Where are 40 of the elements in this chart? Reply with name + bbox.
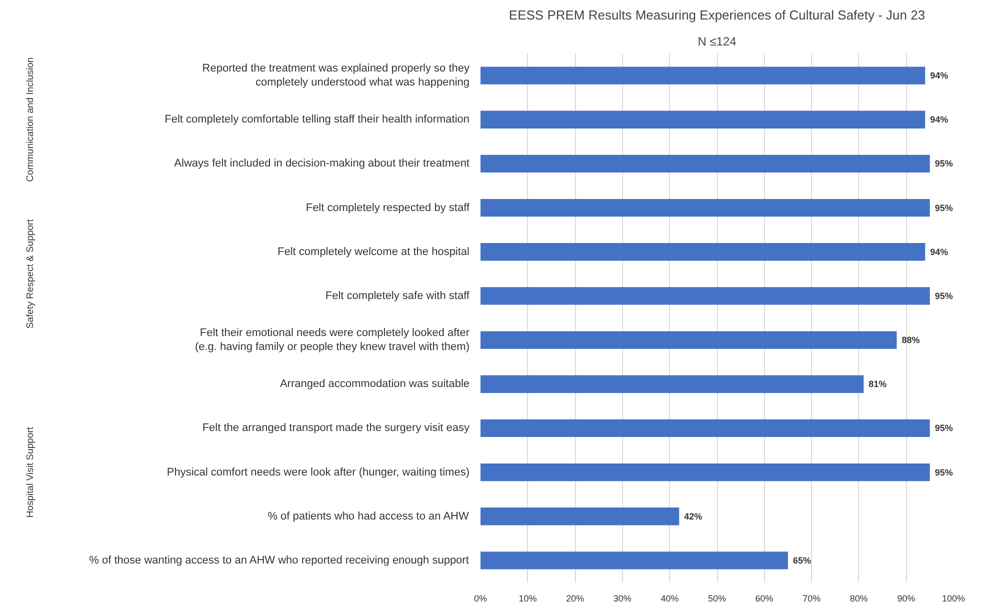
- data-label: 95%: [934, 290, 953, 301]
- y-tick-label: Felt their emotional needs were completely looked after (e.g. having family or people they knew travel with them): [194, 326, 470, 354]
- x-tick-label: 30%: [613, 594, 632, 604]
- data-label: 94%: [930, 114, 948, 125]
- data-label: 81%: [868, 379, 887, 390]
- x-tick-label: 10%: [518, 594, 537, 604]
- data-label: 95%: [934, 423, 953, 434]
- y-tick-label: Physical comfort needs were look after (hunger, waiting times): [166, 466, 470, 478]
- data-label: 65%: [792, 555, 811, 566]
- data-label: 95%: [934, 467, 953, 478]
- y-tick-label: Always felt included in decision-making about their treatment: [174, 158, 470, 170]
- text: Communication and Inclusion: [25, 57, 36, 182]
- data-label: 95%: [934, 202, 953, 213]
- y-tick-label: Felt completely comfortable telling staff their health information: [164, 114, 470, 126]
- y-tick-label: % of patients who had access to an AHW: [268, 510, 470, 522]
- data-label: 95%: [934, 158, 953, 169]
- y-tick-label: Arranged accommodation was suitable: [280, 378, 470, 390]
- x-tick-label: 80%: [850, 594, 868, 604]
- y-tick-label: Felt the arranged transport made the surgery visit easy: [202, 422, 470, 434]
- x-tick-label: 40%: [660, 594, 679, 604]
- data-label: 88%: [902, 335, 920, 346]
- x-tick-label: 20%: [566, 594, 584, 604]
- y-tick-label: Felt completely safe with staff: [325, 290, 470, 302]
- x-tick-label: 60%: [755, 594, 774, 604]
- chart-subtitle: N ≤124: [698, 34, 737, 48]
- x-tick-label: 100%: [942, 594, 966, 604]
- data-label: 94%: [930, 70, 948, 81]
- chart-title: EESS PREM Results Measuring Experiences of Cultural Safety - Jun 23: [508, 8, 926, 22]
- x-tick-label: 70%: [802, 594, 821, 604]
- data-label: 94%: [930, 246, 948, 257]
- y-tick-label: Reported the treatment was explained properly so they completely understood what was happening: [202, 62, 470, 89]
- x-tick-label: 0%: [474, 594, 488, 604]
- y-tick-label: Felt completely welcome at the hospital: [278, 246, 470, 258]
- data-label: 42%: [684, 511, 702, 522]
- x-tick-label: 90%: [897, 594, 916, 604]
- x-tick-label: 50%: [708, 594, 726, 604]
- y-tick-label: Felt completely respected by staff: [306, 202, 470, 214]
- y-tick-label: % of those wanting access to an AHW who reported receiving enough support: [89, 554, 469, 566]
- text: Hospital Visit Support: [25, 426, 36, 518]
- text: Safety Respect & Support: [25, 218, 36, 329]
